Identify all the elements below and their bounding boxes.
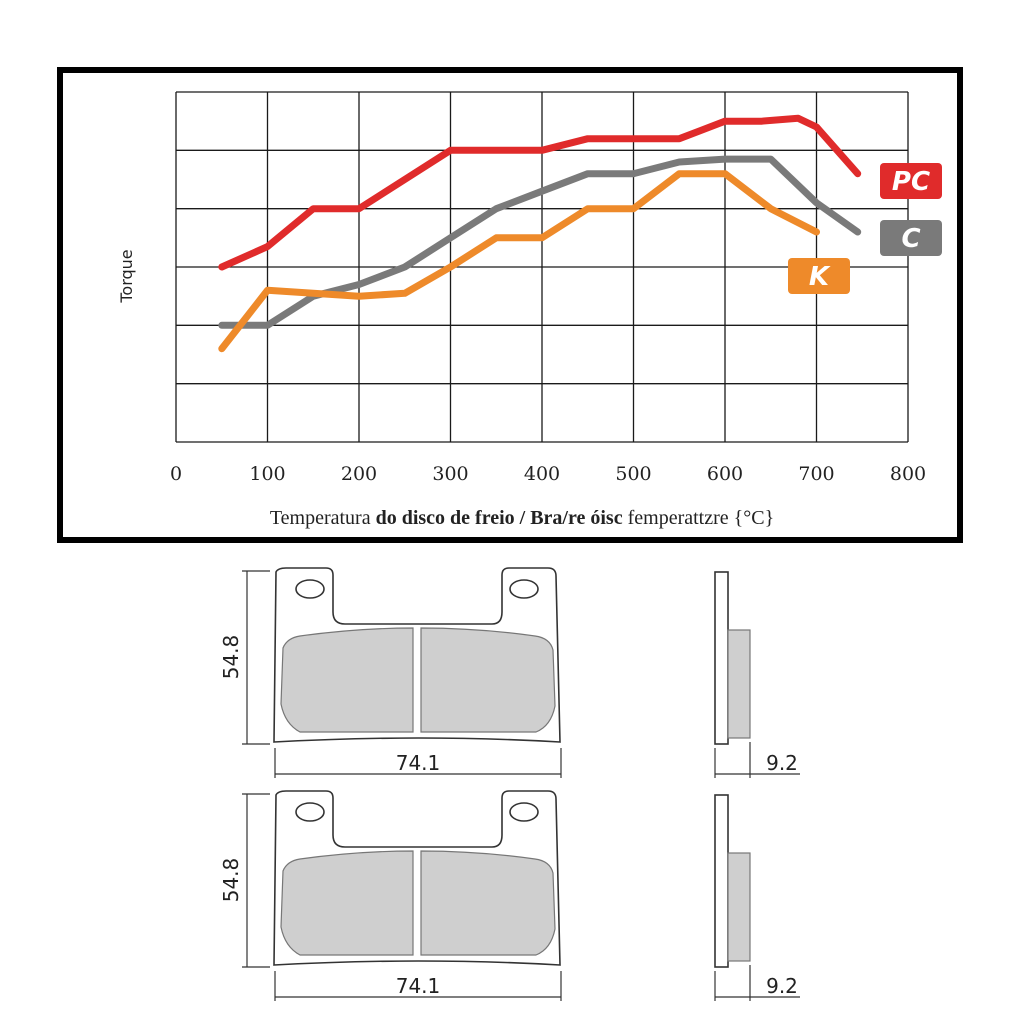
x-tick-label: 600 (707, 463, 743, 485)
x-tick-label: 800 (890, 463, 926, 485)
x-tick-label: 500 (615, 463, 651, 485)
series-line-pc (218, 114, 862, 271)
x-axis-label-part-3: femperattzre {°C} (623, 507, 775, 529)
legend-badge-label-k: K (809, 262, 831, 292)
pad-thickness-label: 9.2 (766, 974, 798, 998)
x-tick-labels: 0 100 200 300 400 500 600 700 800 (170, 463, 926, 485)
chart-series (218, 114, 862, 353)
pad-width-label: 74.1 (396, 751, 441, 775)
x-tick-label: 100 (249, 463, 285, 485)
x-tick-label: 300 (432, 463, 468, 485)
pad-height-label: 54.8 (219, 635, 243, 680)
x-axis-label: Temperatura do disco de freio / Bra/re ó… (270, 507, 774, 529)
pad-width-label: 74.1 (396, 974, 441, 998)
x-tick-label: 700 (798, 463, 834, 485)
pad-thickness-label: 9.2 (766, 751, 798, 775)
x-tick-label: 400 (524, 463, 560, 485)
y-axis-label: Torque (117, 249, 136, 303)
pad-height-label: 54.8 (219, 858, 243, 903)
legend-badge-pc (880, 163, 942, 199)
x-axis-label-part-2: do disco de freio / Bra/re óisc (376, 507, 623, 529)
chart-grid (175, 91, 909, 443)
brake-pad-drawing-bottom: 54.8 74.1 9.2 (219, 790, 801, 1002)
x-tick-label: 0 (170, 463, 182, 485)
brake-pad-drawing-top: 54.8 74.1 9.2 (219, 567, 801, 779)
x-axis-label-part-1: Temperatura (270, 507, 376, 529)
legend-badges: PC C K (788, 163, 942, 294)
x-tick-label: 200 (341, 463, 377, 485)
series-line-k (218, 170, 820, 353)
legend-badge-k (788, 258, 850, 294)
legend-badge-c (880, 220, 942, 256)
legend-badge-label-pc: PC (892, 167, 930, 197)
legend-badge-label-c: C (901, 224, 920, 254)
